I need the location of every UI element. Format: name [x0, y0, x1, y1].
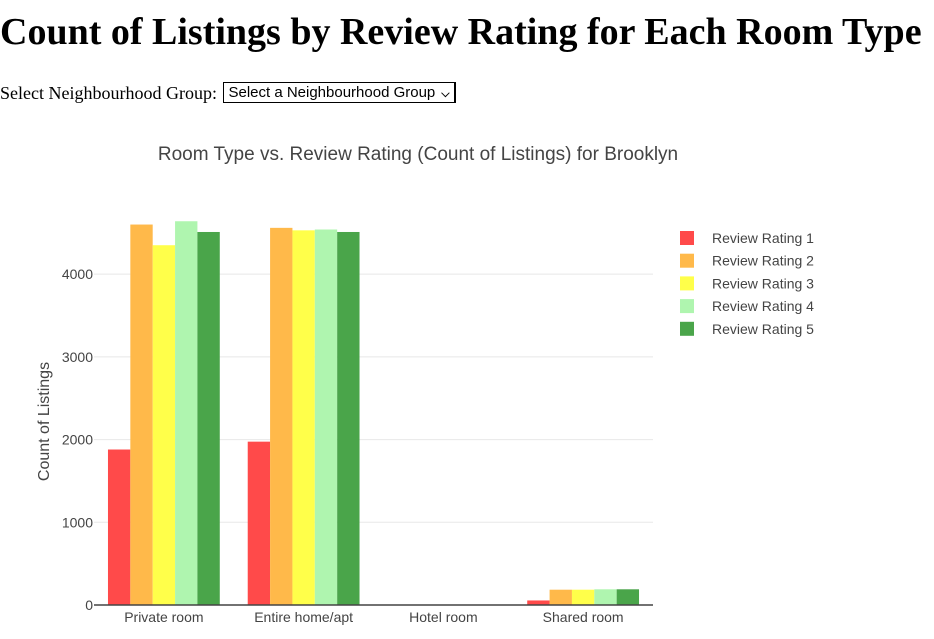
x-tick-label: Hotel room — [409, 609, 477, 625]
x-tick-label: Private room — [124, 609, 203, 625]
bar[interactable] — [571, 589, 595, 605]
bar[interactable] — [197, 231, 220, 605]
x-tick-label: Entire home/apt — [254, 609, 353, 625]
bar[interactable] — [247, 441, 271, 605]
bar-chart: Room Type vs. Review Rating (Count of Li… — [36, 144, 814, 625]
filter-label: Select Neighbourhood Group: — [0, 82, 217, 103]
legend-swatch[interactable] — [680, 299, 694, 314]
bar[interactable] — [314, 229, 338, 606]
bar[interactable] — [594, 589, 617, 605]
bar[interactable] — [175, 221, 198, 605]
legend-swatch[interactable] — [680, 276, 694, 291]
bar[interactable] — [337, 231, 360, 605]
legend-label[interactable]: Review Rating 1 — [712, 230, 814, 246]
y-axis-label: Count of Listings — [36, 362, 53, 481]
legend: Review Rating 1 Review Rating 2 Review Rat… — [680, 230, 814, 337]
legend-swatch[interactable] — [680, 231, 694, 245]
bar[interactable] — [130, 224, 153, 605]
x-tick-label: Shared room — [543, 609, 624, 625]
legend-swatch[interactable] — [680, 321, 694, 336]
legend-label[interactable]: Review Rating 5 — [712, 321, 814, 337]
legend-label[interactable]: Review Rating 3 — [712, 275, 814, 291]
legend-swatch[interactable] — [680, 253, 694, 268]
chevron-down-icon: ⌵ — [441, 88, 450, 101]
filter-row: Select Neighbourhood Group: Select a Nei… — [0, 79, 456, 105]
bar[interactable] — [107, 449, 131, 605]
select-value: Select a Neighbourhood Group — [228, 84, 436, 102]
x-tick-labels: Private room Entire home/apt Hotel room Sha… — [124, 609, 623, 625]
legend-label[interactable]: Review Rating 2 — [712, 253, 814, 269]
legend-label[interactable]: Review Rating 4 — [712, 298, 814, 314]
chart-title: Room Type vs. Review Rating (Count of Li… — [158, 144, 678, 165]
y-tick-label: 4000 — [62, 266, 93, 282]
bar[interactable] — [292, 230, 315, 606]
bar[interactable] — [270, 227, 293, 605]
bar[interactable] — [152, 245, 176, 605]
y-tick-label: 3000 — [62, 349, 93, 365]
y-tick-label: 2000 — [62, 432, 93, 448]
y-tick-labels: 0 1000 2000 3000 4000 — [62, 266, 93, 613]
bar[interactable] — [527, 600, 550, 605]
bar[interactable] — [549, 589, 572, 605]
neighbourhood-group-select[interactable]: Select a Neighbourhood Group ⌵ — [223, 82, 456, 104]
y-tick-label: 0 — [85, 597, 93, 613]
y-tick-label: 1000 — [62, 514, 93, 530]
page-title: Count of Listings by Review Rating for E… — [0, 11, 922, 53]
bars — [107, 221, 640, 606]
bar[interactable] — [616, 589, 640, 605]
